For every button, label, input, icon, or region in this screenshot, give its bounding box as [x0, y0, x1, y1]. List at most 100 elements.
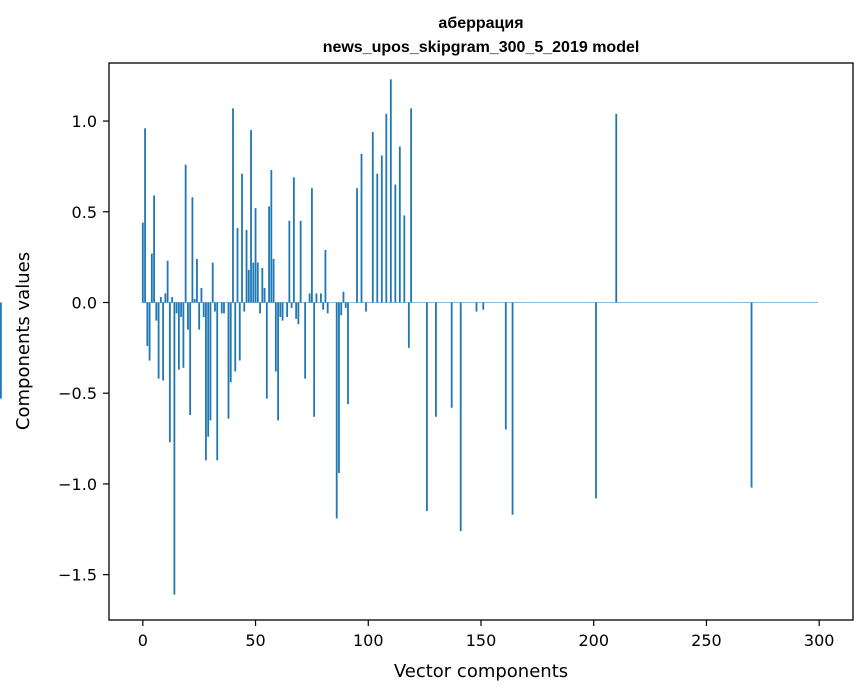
bar-36 [223, 302, 225, 314]
y-axis-ticks: −1.5 −1.0 −0.5 0.0 0.5 1.0 [58, 112, 109, 585]
bar-61 [279, 302, 282, 317]
bar-13 [171, 297, 174, 303]
bar-3 [148, 302, 151, 361]
x-tick-label: 150 [466, 631, 497, 650]
bar-126 [425, 302, 428, 512]
bar-46 [245, 229, 248, 303]
bar-270 [750, 302, 753, 488]
bar-6 [155, 302, 158, 321]
bar-5 [153, 195, 155, 303]
bar-74 [308, 293, 311, 303]
chart-title: аберрация [438, 15, 523, 32]
bar-11 [166, 260, 169, 303]
bar-87 [338, 302, 340, 474]
bar-45 [243, 302, 246, 312]
bar-104 [376, 173, 379, 303]
bar-50 [254, 208, 257, 303]
bar-210 [615, 113, 618, 303]
bar-27 [202, 302, 205, 317]
x-tick-label: 100 [353, 631, 384, 650]
bar-67 [292, 177, 295, 303]
bar-82 [326, 302, 329, 314]
bar-57 [270, 170, 273, 303]
bar-118 [407, 302, 410, 348]
bar-41 [234, 302, 237, 372]
bar-35 [220, 302, 223, 314]
bar-102 [371, 131, 374, 303]
bar-80 [322, 302, 325, 310]
bar-44 [241, 173, 243, 303]
bar-7 [157, 302, 160, 379]
y-tick-label: 0.5 [72, 203, 97, 222]
bar-201 [595, 302, 597, 499]
bar-88 [340, 302, 343, 316]
bar-106 [380, 155, 383, 303]
bar-28 [205, 302, 207, 461]
bar-70 [299, 220, 302, 303]
bar-112 [394, 184, 397, 303]
bar-64 [286, 302, 289, 317]
bar-164 [511, 302, 514, 515]
bar-9 [162, 302, 165, 381]
y-tick-label: −1.5 [58, 566, 97, 585]
bar-161 [504, 302, 507, 430]
bar-72 [304, 302, 307, 379]
bar-75 [311, 188, 313, 303]
bar-97 [360, 153, 363, 303]
bar-0 [141, 222, 144, 303]
bar-58 [272, 258, 275, 303]
bar-59 [274, 302, 277, 372]
bar-110 [389, 79, 392, 303]
bar-56 [268, 206, 270, 303]
bar-16 [177, 302, 180, 370]
bar-33 [216, 302, 219, 461]
bar-15 [175, 302, 178, 314]
bar-8 [159, 297, 162, 303]
y-tick-label: −0.5 [58, 384, 97, 403]
bars-group [0, 79, 818, 595]
bar-48 [250, 130, 252, 303]
bar-65 [288, 220, 291, 303]
bar-99 [365, 302, 367, 312]
bar-77 [315, 293, 318, 303]
bar-108 [385, 113, 388, 303]
bar-19 [184, 164, 187, 303]
bar-53 [261, 268, 264, 303]
bar-51 [256, 262, 259, 303]
bar-4 [150, 253, 153, 303]
bar-81 [324, 249, 327, 303]
bar-24 [196, 258, 198, 303]
bar-76 [313, 302, 316, 417]
bar-54 [263, 287, 266, 303]
bar-90 [344, 302, 347, 308]
bar-31 [211, 262, 214, 303]
bar-79 [320, 293, 322, 303]
bar-43 [238, 302, 241, 361]
bar-2 [146, 302, 149, 347]
bar-69 [297, 302, 300, 325]
bar-32 [214, 302, 216, 312]
bar-119 [410, 108, 413, 303]
bar-301 [0, 302, 2, 399]
bar-95 [356, 188, 358, 303]
bar-89 [342, 291, 345, 303]
bar-29 [207, 302, 210, 437]
bar-12 [168, 302, 171, 443]
x-tick-label: 300 [804, 631, 835, 650]
x-tick-label: 0 [138, 631, 148, 650]
bar-66 [290, 302, 293, 308]
bar-39 [229, 302, 232, 383]
bar-42 [236, 228, 239, 303]
plot-frame [108, 62, 854, 621]
bar-40 [232, 108, 234, 303]
y-axis-label: Components values [13, 252, 34, 430]
bar-60 [277, 302, 279, 421]
chart-subtitle: news_upos_skipgram_300_5_2019 model [323, 39, 640, 56]
x-tick-label: 250 [691, 631, 722, 650]
bar-91 [347, 302, 349, 405]
x-tick-label: 200 [578, 631, 609, 650]
bar-22 [191, 197, 194, 303]
bar-20 [187, 302, 189, 330]
bar-86 [335, 302, 338, 519]
